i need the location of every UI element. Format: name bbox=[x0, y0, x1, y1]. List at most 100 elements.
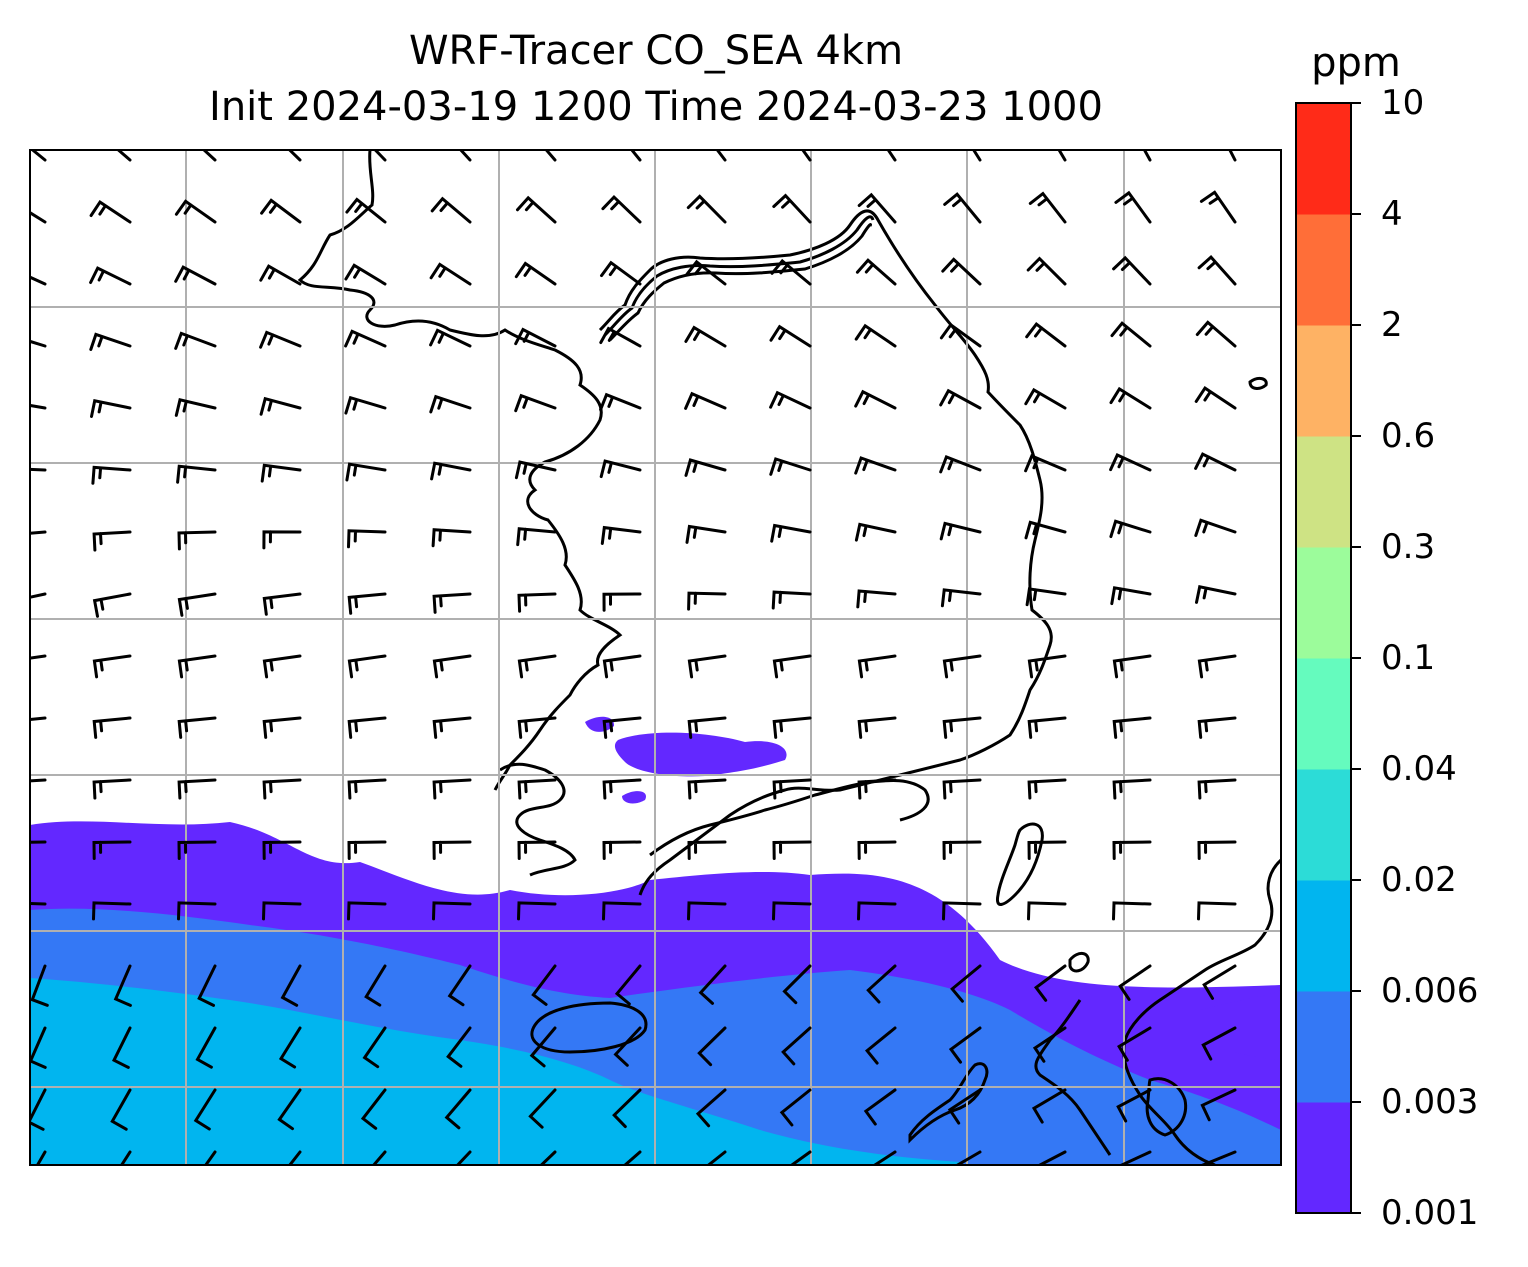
wind-barb bbox=[345, 462, 387, 482]
wind-barb bbox=[201, 150, 217, 162]
wind-barb bbox=[686, 194, 727, 224]
wind-barb bbox=[347, 778, 387, 800]
wind-barb bbox=[92, 716, 132, 739]
wind-barb bbox=[92, 778, 132, 800]
wind-barb bbox=[177, 654, 217, 679]
wind-barb bbox=[1027, 716, 1067, 739]
wind-barb bbox=[262, 654, 302, 679]
wind-barb bbox=[177, 716, 217, 739]
wind-barb bbox=[30, 275, 47, 286]
wind-barb bbox=[517, 654, 557, 679]
co-fill-0.001-patch-1 bbox=[614, 732, 787, 777]
wind-barb bbox=[602, 901, 642, 921]
wind-barb bbox=[371, 1150, 387, 1165]
wind-barb bbox=[602, 778, 642, 800]
wind-barb bbox=[447, 964, 472, 1007]
wind-barb bbox=[458, 150, 472, 162]
wind-barb bbox=[174, 331, 217, 350]
wind-barb bbox=[947, 1088, 982, 1125]
coastline-yellow-sea-islands bbox=[499, 762, 577, 877]
wind-barb bbox=[940, 588, 982, 608]
wind-barb bbox=[30, 654, 47, 660]
wind-barb bbox=[345, 197, 387, 224]
wind-barb bbox=[262, 530, 302, 550]
wind-barb bbox=[779, 1088, 812, 1127]
wind-barb bbox=[517, 592, 557, 613]
wind-barb bbox=[687, 840, 727, 860]
coastline-island-ring bbox=[1248, 376, 1268, 390]
wind-barb bbox=[430, 461, 472, 481]
colorbar bbox=[1296, 102, 1361, 1214]
wind-barb bbox=[772, 654, 812, 679]
wind-barb bbox=[1197, 840, 1237, 860]
wind-barb bbox=[89, 200, 132, 224]
wind-barb bbox=[177, 901, 217, 921]
wind-barb bbox=[1033, 964, 1067, 1002]
wind-barb bbox=[600, 525, 642, 545]
wind-barb bbox=[347, 529, 387, 549]
wind-barb bbox=[1118, 964, 1152, 1001]
wind-barb bbox=[863, 1088, 897, 1126]
wind-barb bbox=[602, 654, 642, 679]
wind-barb bbox=[855, 258, 897, 286]
wind-barb bbox=[857, 778, 897, 800]
wind-barb bbox=[360, 1088, 387, 1130]
wind-barb bbox=[1195, 585, 1237, 604]
coastline-kyushu bbox=[1122, 858, 1281, 1165]
wind-barb bbox=[429, 262, 472, 286]
colorbar-segment bbox=[1296, 214, 1351, 326]
map-frame bbox=[29, 149, 1282, 1166]
wind-barb bbox=[430, 196, 472, 224]
wind-barb bbox=[259, 264, 302, 286]
wind-barb bbox=[599, 459, 642, 479]
wind-barb bbox=[942, 654, 982, 679]
wind-barb bbox=[601, 194, 642, 224]
wind-barb bbox=[685, 259, 727, 286]
wind-barb bbox=[278, 1026, 302, 1069]
wind-barb bbox=[287, 1150, 302, 1165]
wind-barb bbox=[347, 654, 387, 679]
wind-barb bbox=[197, 964, 217, 1007]
colorbar-segment bbox=[1296, 658, 1351, 770]
wind-barb bbox=[1027, 778, 1067, 800]
wind-barb bbox=[195, 1026, 217, 1069]
wind-barb bbox=[948, 1026, 982, 1064]
wind-barb bbox=[517, 716, 557, 739]
wind-barb bbox=[528, 1088, 557, 1129]
wind-barb bbox=[1109, 453, 1152, 472]
wind-barb bbox=[91, 150, 132, 162]
wind-barb bbox=[1199, 1150, 1237, 1165]
coastline-china-north bbox=[297, 150, 623, 791]
wind-barb bbox=[769, 390, 812, 410]
wind-barb bbox=[687, 778, 727, 800]
wind-barb bbox=[514, 261, 557, 286]
wind-barb bbox=[1112, 901, 1152, 921]
wind-barb bbox=[939, 455, 982, 474]
wind-barb bbox=[110, 1088, 132, 1131]
wind-barb bbox=[1118, 1150, 1152, 1165]
wind-barb bbox=[684, 458, 727, 477]
wind-barb bbox=[772, 716, 812, 739]
wind-barb bbox=[174, 397, 217, 417]
co-fill-0.003-east bbox=[1200, 990, 1281, 1060]
coastline-southwest-islands bbox=[649, 778, 930, 857]
wind-barb bbox=[687, 654, 727, 679]
wind-barb bbox=[1202, 964, 1237, 1000]
wind-barb bbox=[614, 964, 642, 1006]
wind-barb bbox=[1117, 1026, 1152, 1062]
wind-barb bbox=[1114, 190, 1152, 224]
wind-barb bbox=[781, 1026, 812, 1066]
wind-barb bbox=[92, 901, 132, 921]
map-area bbox=[30, 150, 1281, 1165]
wind-barb bbox=[684, 391, 727, 410]
co-fill-0.001-patch-3 bbox=[622, 791, 646, 804]
wind-barb bbox=[1197, 654, 1237, 679]
colorbar-unit: ppm bbox=[1311, 40, 1401, 86]
wind-barb bbox=[943, 192, 982, 224]
colorbar-frame bbox=[1295, 102, 1352, 1214]
wind-barb bbox=[92, 840, 132, 860]
co-fill-0.006 bbox=[30, 978, 960, 1165]
wind-barb bbox=[769, 457, 812, 476]
wind-barb bbox=[939, 388, 982, 410]
wind-barb bbox=[1195, 320, 1237, 348]
